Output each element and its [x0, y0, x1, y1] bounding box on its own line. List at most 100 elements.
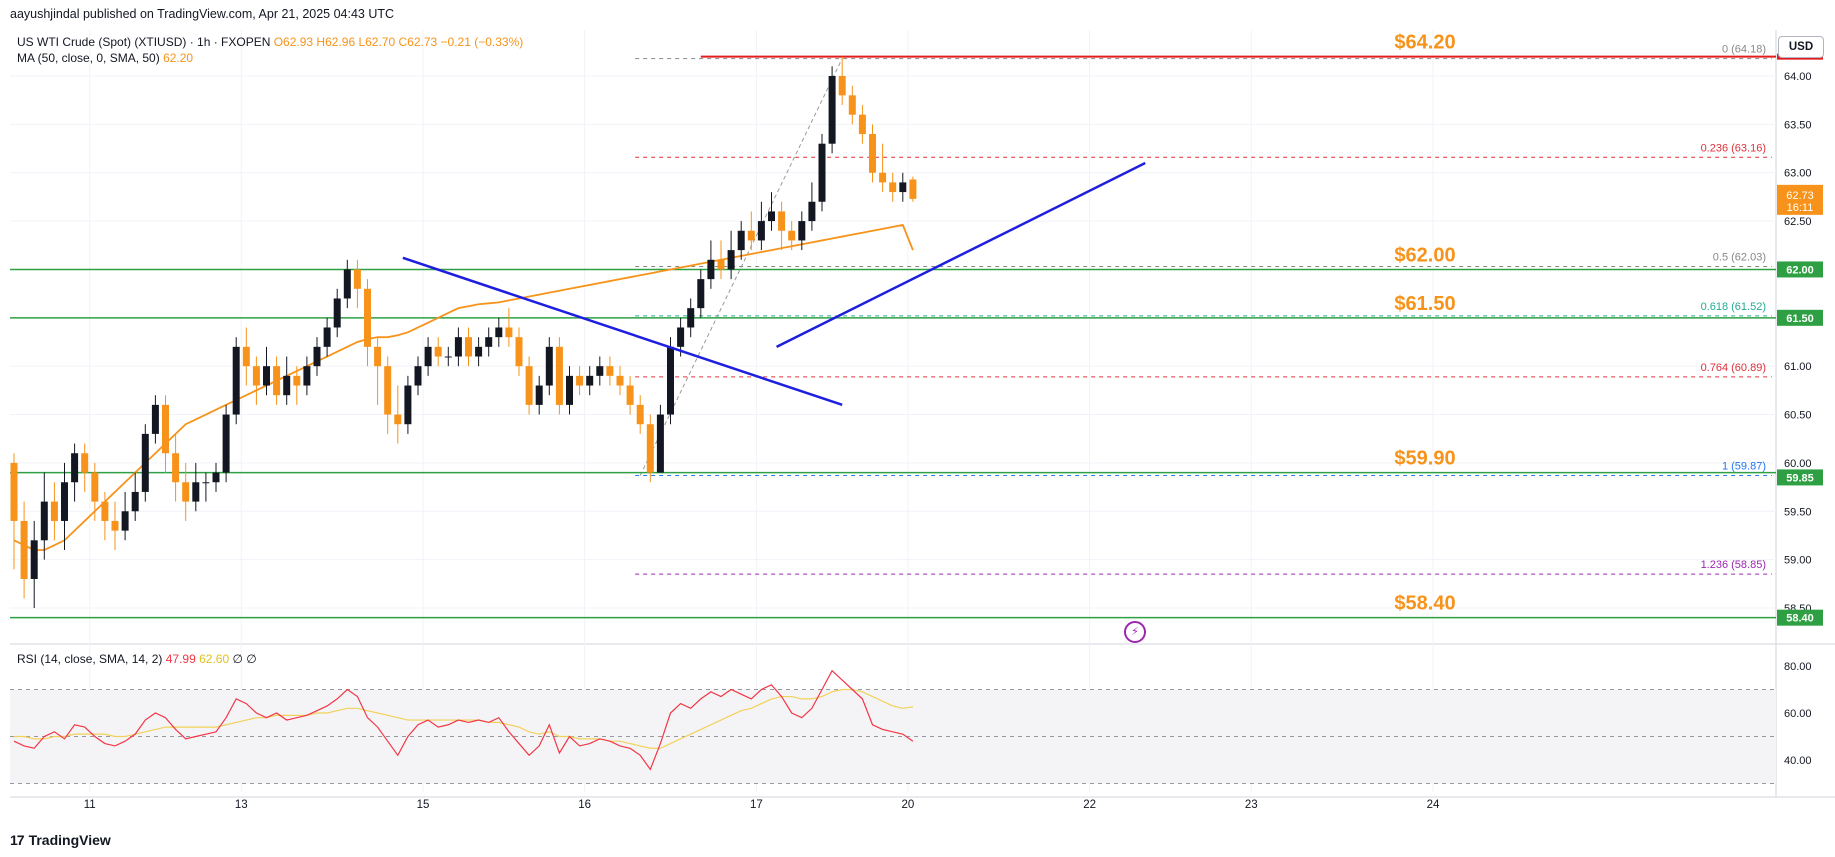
symbol-name[interactable]: US WTI Crude (Spot) (XTIUSD) · 1h · FXOP…: [17, 35, 271, 49]
candle-body: [252, 366, 260, 386]
candle-body: [495, 327, 503, 338]
currency-button[interactable]: USD: [1778, 36, 1824, 58]
main-pane: [10, 30, 1776, 636]
x-tick-label: 13: [235, 799, 248, 811]
rsi-ma-value: 62.60: [199, 652, 230, 666]
candle-body: [394, 414, 402, 425]
price-badge: [1777, 261, 1823, 278]
candle-body: [707, 259, 715, 280]
candle-body: [909, 179, 917, 199]
bearish-trend-line: [402, 256, 843, 407]
rsi-label[interactable]: RSI (14, close, SMA, 14, 2): [17, 652, 163, 666]
ma-label[interactable]: MA (50, close, 0, SMA, 50): [17, 51, 160, 65]
x-tick-label: 17: [750, 799, 763, 811]
price-badge: [1777, 609, 1823, 626]
candle-body: [566, 375, 573, 405]
candle-body: [101, 501, 109, 521]
candle-body: [374, 346, 382, 367]
price-badge-label: 59.85: [1786, 472, 1814, 484]
last-price-label: 62.73: [1786, 190, 1814, 202]
candle-body: [858, 114, 866, 135]
level-label: $64.20: [1394, 32, 1455, 54]
level-label: $61.50: [1394, 293, 1455, 315]
candle-body: [798, 221, 806, 241]
candle-body: [616, 375, 624, 386]
candle-body: [424, 346, 432, 367]
candle-body: [636, 404, 644, 425]
event-marker-icon[interactable]: ⚡: [1124, 621, 1146, 643]
tradingview-logo[interactable]: 17 TradingView: [10, 832, 111, 848]
level-label: $59.90: [1394, 448, 1455, 470]
price-badge: [1777, 469, 1823, 486]
y-tick-label: 64.00: [1784, 71, 1812, 83]
candle-body: [141, 433, 149, 492]
candle-body: [202, 482, 210, 484]
candle-body: [667, 346, 674, 415]
candle-body: [869, 134, 876, 173]
candle-body: [50, 501, 58, 521]
fib-level-label: 0.618 (61.52): [1701, 301, 1766, 313]
x-tick-label: 24: [1427, 799, 1440, 811]
candle-body: [727, 250, 735, 270]
candle-body: [808, 201, 816, 222]
candle-body: [889, 182, 897, 193]
candle-body: [81, 453, 89, 473]
candle-body: [879, 172, 887, 183]
candle-body: [10, 462, 18, 521]
price-badge-label: 58.40: [1786, 613, 1814, 625]
candle-body: [525, 366, 533, 405]
level-label: $62.00: [1394, 244, 1455, 266]
candle-body: [303, 366, 311, 386]
candle-body: [273, 366, 281, 396]
candle-body: [646, 424, 654, 473]
candle-body: [747, 230, 755, 241]
rsi-legend: RSI (14, close, SMA, 14, 2) 47.99 62.60 …: [17, 652, 257, 666]
candle-body: [343, 269, 351, 299]
candle-body: [353, 269, 361, 289]
rsi-extra: ∅ ∅: [232, 652, 257, 666]
candle-body: [121, 511, 129, 531]
candle-body: [182, 482, 190, 502]
candle-body: [91, 472, 99, 502]
candle-body: [838, 76, 846, 96]
candle-body: [212, 472, 220, 483]
candle-body: [848, 95, 856, 115]
candle-body: [475, 346, 483, 357]
candle-body: [364, 288, 371, 347]
candle-body: [192, 482, 200, 502]
x-tick-label: 16: [578, 799, 591, 811]
y-tick-label: 62.50: [1784, 216, 1812, 228]
candle-body: [555, 346, 563, 405]
x-tick-label: 11: [84, 799, 96, 811]
candle-body: [151, 404, 159, 434]
candle-body: [404, 385, 412, 425]
price-badge: [1777, 309, 1823, 326]
candle-body: [677, 327, 685, 347]
ohlc-values: O62.93 H62.96 L62.70 C62.73 −0.21 (−0.33…: [273, 35, 524, 49]
candle-body: [40, 501, 48, 541]
fib-level-label: 1.236 (58.85): [1701, 559, 1766, 571]
candle-body: [778, 211, 786, 231]
candle-body: [283, 375, 291, 396]
candle-body: [818, 143, 826, 202]
fib-level-label: 0.236 (63.16): [1701, 142, 1766, 154]
price-badge-label: 61.50: [1786, 313, 1814, 325]
candle-body: [535, 385, 543, 405]
candle-body: [242, 346, 250, 367]
candle-body: [515, 337, 523, 367]
candle-body: [505, 327, 513, 338]
candle-body: [697, 279, 705, 309]
candle-body: [414, 366, 422, 386]
candle-body: [313, 346, 321, 367]
candle-body: [828, 76, 836, 144]
tradingview-logo-icon: 17: [10, 832, 25, 848]
y-tick-label: 63.50: [1784, 119, 1812, 131]
candle-body: [757, 221, 765, 241]
candle-body: [768, 211, 775, 222]
rsi-line: [13, 669, 914, 771]
candle-body: [30, 540, 38, 579]
x-tick-label: 22: [1083, 799, 1096, 811]
y-tick-label: 59.50: [1784, 506, 1812, 518]
candle-body: [576, 375, 584, 386]
